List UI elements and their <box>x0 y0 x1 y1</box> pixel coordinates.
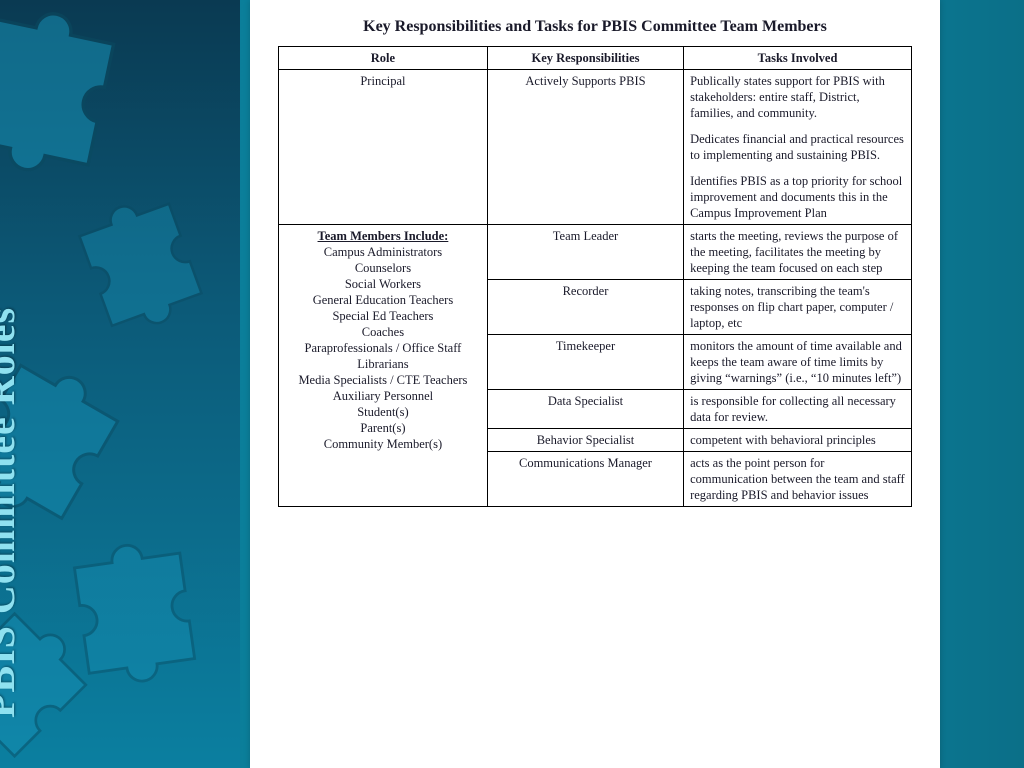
table-row-team-leader: Team Members Include: Campus Administrat… <box>279 225 912 280</box>
principal-tasks-cell: Publically states support for PBIS with … <box>684 70 912 225</box>
team-member-item: Community Member(s) <box>285 436 481 452</box>
team-member-item: Media Specialists / CTE Teachers <box>285 372 481 388</box>
principal-role-cell: Principal <box>279 70 488 225</box>
page-title: Key Responsibilities and Tasks for PBIS … <box>278 18 912 36</box>
team-member-item: Paraprofessionals / Office Staff <box>285 340 481 356</box>
principal-task-item: Publically states support for PBIS with … <box>690 73 905 121</box>
team-member-item: Counselors <box>285 260 481 276</box>
role-tasks-cell: monitors the amount of time available an… <box>684 335 912 390</box>
team-members-cell: Team Members Include: Campus Administrat… <box>279 225 488 507</box>
team-member-item: Librarians <box>285 356 481 372</box>
sidebar-panel: PBIS Committee Roles <box>0 0 240 768</box>
team-member-item: Campus Administrators <box>285 244 481 260</box>
document-page: Key Responsibilities and Tasks for PBIS … <box>250 0 940 768</box>
roles-table: Role Key Responsibilities Tasks Involved… <box>278 46 912 507</box>
team-member-item: Special Ed Teachers <box>285 308 481 324</box>
column-header-responsibilities: Key Responsibilities <box>487 47 683 70</box>
column-header-tasks: Tasks Involved <box>684 47 912 70</box>
role-name-cell: Communications Manager <box>487 452 683 507</box>
column-header-role: Role <box>279 47 488 70</box>
role-tasks-cell: starts the meeting, reviews the purpose … <box>684 225 912 280</box>
sidebar-title: PBIS Committee Roles <box>0 307 24 718</box>
role-name-cell: Behavior Specialist <box>487 429 683 452</box>
team-member-item: General Education Teachers <box>285 292 481 308</box>
role-name-cell: Data Specialist <box>487 390 683 429</box>
team-member-item: Auxiliary Personnel <box>285 388 481 404</box>
role-tasks-cell: is responsible for collecting all necess… <box>684 390 912 429</box>
slide-stage: PBIS Committee Roles Key Responsibilitie… <box>0 0 1024 768</box>
role-name-cell: Recorder <box>487 280 683 335</box>
team-member-item: Social Workers <box>285 276 481 292</box>
team-member-item: Student(s) <box>285 404 481 420</box>
team-member-item: Parent(s) <box>285 420 481 436</box>
team-members-heading: Team Members Include: <box>285 228 481 244</box>
role-tasks-cell: acts as the point person for communicati… <box>684 452 912 507</box>
principal-task-item: Dedicates financial and practical resour… <box>690 131 905 163</box>
table-header-row: Role Key Responsibilities Tasks Involved <box>279 47 912 70</box>
principal-responsibility-cell: Actively Supports PBIS <box>487 70 683 225</box>
team-member-item: Coaches <box>285 324 481 340</box>
table-row-principal: Principal Actively Supports PBIS Publica… <box>279 70 912 225</box>
role-name-cell: Team Leader <box>487 225 683 280</box>
principal-task-item: Identifies PBIS as a top priority for sc… <box>690 173 905 221</box>
role-tasks-cell: taking notes, transcribing the team's re… <box>684 280 912 335</box>
role-tasks-cell: competent with behavioral principles <box>684 429 912 452</box>
role-name-cell: Timekeeper <box>487 335 683 390</box>
